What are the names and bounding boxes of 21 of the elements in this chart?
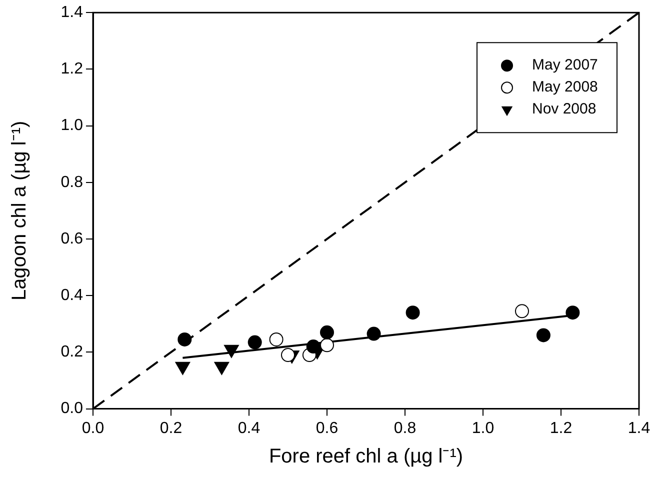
x-tick-label: 1.0: [472, 420, 494, 437]
y-tick-label: 0.0: [60, 400, 84, 418]
y-tick-label: 1.0: [60, 117, 84, 134]
x-axis-title: Fore reef chl a (µg l⁻¹): [268, 446, 464, 468]
y-tick-label: 1.4: [60, 4, 84, 22]
x-tick-label: 0.0: [82, 420, 104, 437]
y-tick-label: 1.2: [60, 60, 84, 78]
y-tick-label: 0.4: [60, 287, 84, 304]
x-tick-label: 1.2: [550, 420, 572, 437]
y-axis-title: Lagoon chl a (µg l⁻¹): [8, 120, 31, 301]
x-tick-label: 0.2: [160, 420, 182, 437]
x-tick-label: 1.4: [628, 420, 650, 437]
y-tick-label: 0.8: [60, 174, 84, 191]
legend-label: Nov 2008: [532, 100, 596, 118]
x-tick-label: 0.6: [316, 420, 338, 437]
legend-label: May 2008: [532, 78, 598, 96]
y-tick-label: 0.2: [60, 344, 84, 361]
legend-label: May 2007: [532, 56, 598, 74]
x-tick-label: 0.8: [394, 420, 416, 437]
x-tick-label: 0.4: [238, 420, 260, 437]
y-tick-label: 0.6: [60, 230, 84, 248]
